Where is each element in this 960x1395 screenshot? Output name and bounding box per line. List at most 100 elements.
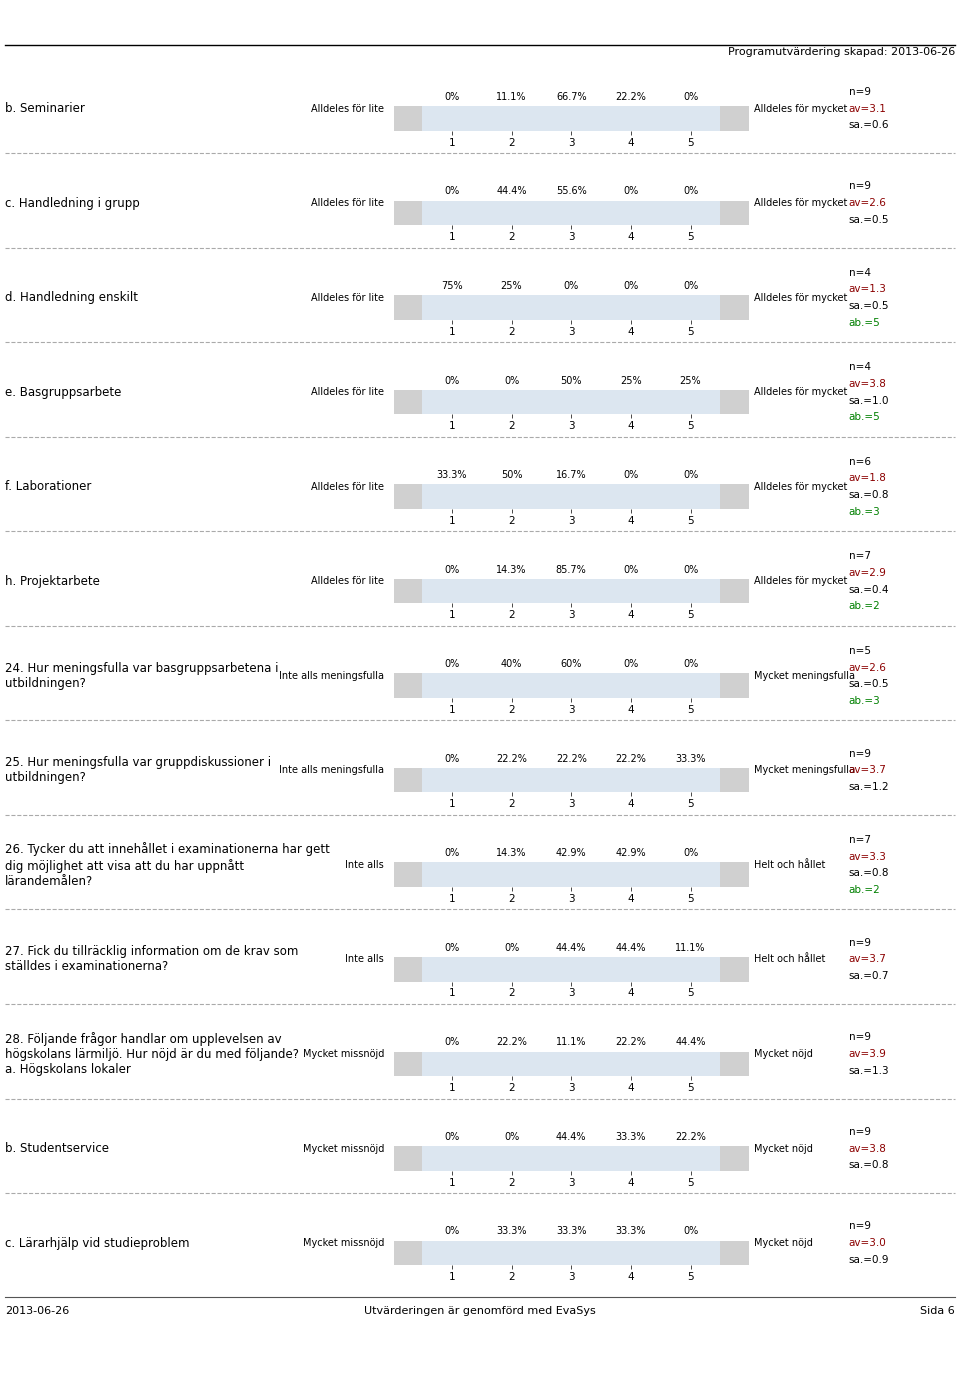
Text: 0%: 0% (683, 187, 698, 197)
Text: n=9: n=9 (849, 181, 871, 191)
Text: av=3.0: av=3.0 (849, 1239, 886, 1249)
Text: av=3.8: av=3.8 (849, 379, 886, 389)
Text: 25%: 25% (620, 375, 641, 385)
Text: Inte alls meningsfulla: Inte alls meningsfulla (279, 766, 384, 776)
Text: 66.7%: 66.7% (556, 92, 587, 102)
Bar (614, 1247, 647, 1265)
Text: Inte alls meningsfulla: Inte alls meningsfulla (279, 671, 384, 681)
Text: 44.4%: 44.4% (496, 187, 527, 197)
Text: 85.7%: 85.7% (556, 565, 587, 575)
Text: Alldeles för mycket: Alldeles för mycket (754, 481, 847, 492)
Text: 42.9%: 42.9% (615, 848, 646, 858)
Text: 0%: 0% (444, 187, 460, 197)
Text: Alldeles för lite: Alldeles för lite (311, 576, 384, 586)
Text: n=9: n=9 (849, 937, 871, 947)
Bar (614, 124, 647, 131)
Text: Mycket missnöjd: Mycket missnöjd (302, 1239, 384, 1249)
Bar (555, 1071, 588, 1076)
Text: av=3.9: av=3.9 (849, 1049, 886, 1059)
Text: 25%: 25% (680, 375, 702, 385)
Text: sa.=0.5: sa.=0.5 (849, 679, 889, 689)
Text: sa.=0.8: sa.=0.8 (849, 868, 889, 879)
Text: f. Laborationer: f. Laborationer (5, 480, 91, 494)
Text: 0%: 0% (623, 660, 638, 670)
Text: 0%: 0% (444, 1038, 460, 1048)
Text: sa.=1.3: sa.=1.3 (849, 1066, 889, 1076)
Text: 0%: 0% (444, 375, 460, 385)
Text: sa.=0.6: sa.=0.6 (849, 120, 889, 130)
Bar (436, 497, 468, 509)
Text: 0%: 0% (504, 1131, 519, 1143)
Text: 25. Hur meningsfulla var gruppdiskussioner i
utbildningen?: 25. Hur meningsfulla var gruppdiskussion… (5, 756, 271, 784)
Text: n=5: n=5 (849, 646, 871, 656)
Text: d. Handledning enskilt: d. Handledning enskilt (5, 292, 138, 304)
Text: 0%: 0% (444, 1131, 460, 1143)
Bar (436, 301, 468, 319)
Bar (674, 976, 707, 982)
Text: Mycket nöjd: Mycket nöjd (754, 1144, 812, 1154)
Bar (555, 780, 588, 792)
Text: 40%: 40% (501, 660, 522, 670)
Text: 44.4%: 44.4% (675, 1038, 706, 1048)
Text: n=9: n=9 (849, 86, 871, 96)
Text: 50%: 50% (501, 470, 522, 480)
Text: 44.4%: 44.4% (556, 943, 587, 953)
Bar (555, 1152, 588, 1170)
Text: 0%: 0% (683, 470, 698, 480)
Text: 25%: 25% (501, 280, 522, 292)
Text: sa.=0.9: sa.=0.9 (849, 1256, 889, 1265)
Text: 42.9%: 42.9% (556, 848, 587, 858)
Bar (555, 679, 588, 698)
Text: av=2.6: av=2.6 (849, 198, 886, 208)
Text: n=4: n=4 (849, 363, 871, 372)
Text: 0%: 0% (623, 280, 638, 292)
Text: n=9: n=9 (849, 1222, 871, 1232)
Text: av=2.9: av=2.9 (849, 568, 886, 578)
Text: 0%: 0% (623, 565, 638, 575)
Text: 28. Följande frågor handlar om upplevelsen av
högskolans lärmiljö. Hur nöjd är d: 28. Följande frågor handlar om upplevels… (5, 1032, 299, 1076)
Text: 50%: 50% (561, 375, 582, 385)
Text: Alldeles för mycket: Alldeles för mycket (754, 388, 847, 398)
Bar (495, 880, 528, 887)
Bar (495, 1067, 528, 1076)
Text: 11.1%: 11.1% (496, 92, 527, 102)
Text: h. Projektarbete: h. Projektarbete (5, 575, 100, 587)
Bar (555, 502, 588, 509)
Text: 55.6%: 55.6% (556, 187, 587, 197)
Text: Alldeles för lite: Alldeles för lite (311, 293, 384, 303)
Text: 11.1%: 11.1% (675, 943, 706, 953)
Bar (614, 869, 647, 887)
Text: 0%: 0% (444, 660, 460, 670)
Bar (495, 128, 528, 131)
Text: av=3.7: av=3.7 (849, 766, 886, 776)
Text: 0%: 0% (444, 1226, 460, 1236)
Text: 44.4%: 44.4% (615, 943, 646, 953)
Text: Alldeles för mycket: Alldeles för mycket (754, 293, 847, 303)
Text: Mycket missnöjd: Mycket missnöjd (302, 1144, 384, 1154)
Text: Mycket missnöjd: Mycket missnöjd (302, 1049, 384, 1059)
Text: ab.=5: ab.=5 (849, 413, 880, 423)
Bar (555, 869, 588, 887)
Text: n=9: n=9 (849, 749, 871, 759)
Bar (555, 585, 588, 604)
Text: Programutvärdering skapad: 2013-06-26: Programutvärdering skapad: 2013-06-26 (728, 47, 955, 57)
Text: n=4: n=4 (849, 268, 871, 278)
Text: 0%: 0% (444, 943, 460, 953)
Text: n=7: n=7 (849, 834, 871, 845)
Text: 60%: 60% (561, 660, 582, 670)
Text: Alldeles för lite: Alldeles för lite (311, 481, 384, 492)
Text: 14.3%: 14.3% (496, 848, 527, 858)
Text: 26. Tycker du att innehållet i examinationerna har gett
dig möjlighet att visa a: 26. Tycker du att innehållet i examinati… (5, 843, 329, 887)
Bar (614, 780, 647, 792)
Text: av=2.6: av=2.6 (849, 663, 886, 672)
Text: Helt och hållet: Helt och hållet (754, 954, 825, 964)
Bar (495, 600, 528, 604)
Text: sa.=0.5: sa.=0.5 (849, 301, 889, 311)
Text: 11.1%: 11.1% (556, 1038, 587, 1048)
Text: 22.2%: 22.2% (615, 92, 646, 102)
Text: Alldeles för lite: Alldeles för lite (311, 103, 384, 113)
Bar (614, 405, 647, 414)
Bar (614, 1067, 647, 1076)
Text: 22.2%: 22.2% (496, 753, 527, 763)
Text: 0%: 0% (444, 565, 460, 575)
